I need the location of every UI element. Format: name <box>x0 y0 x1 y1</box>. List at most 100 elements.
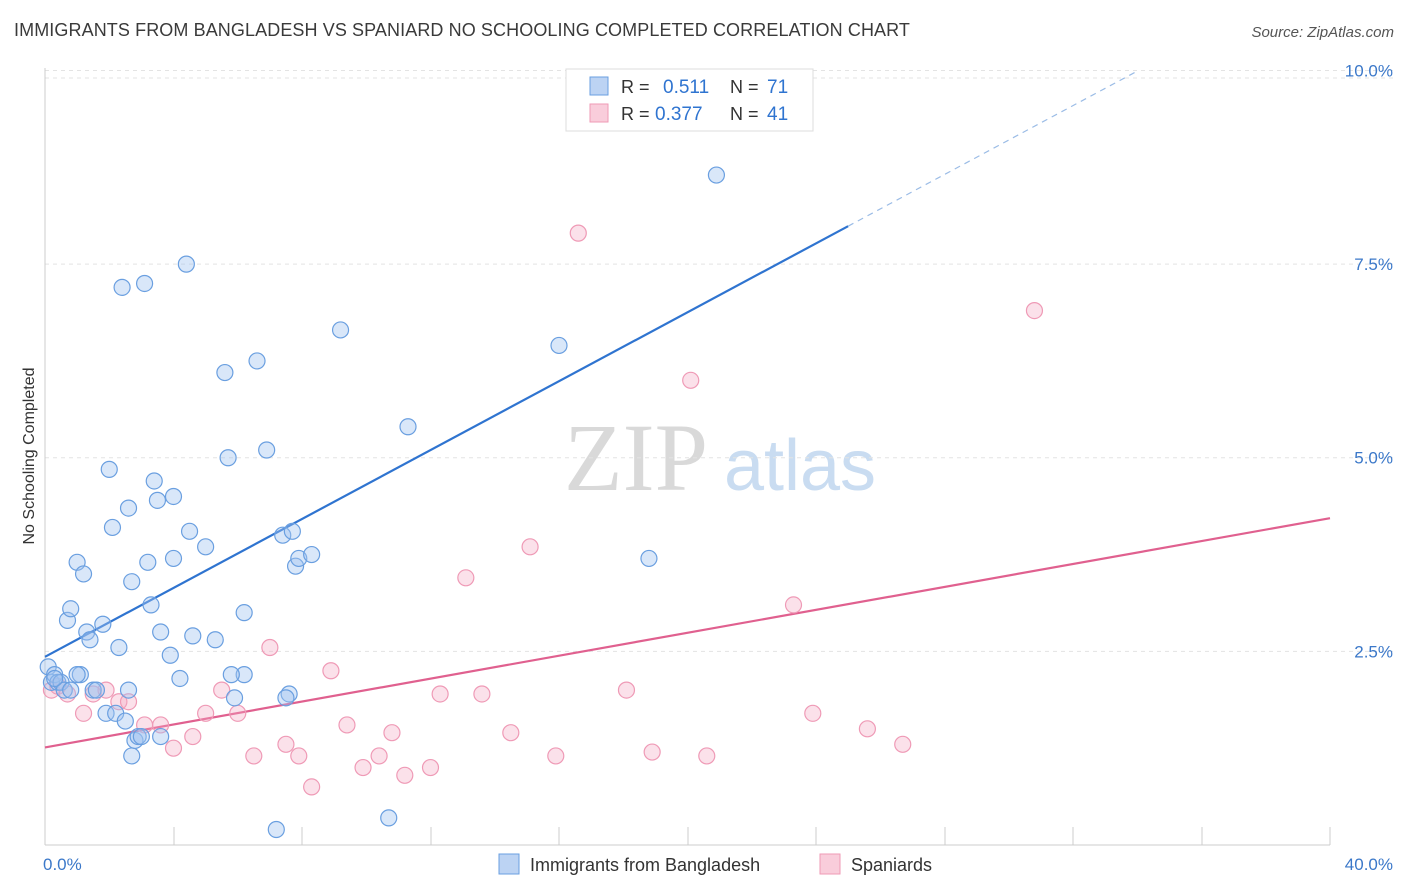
point-bangladesh <box>274 526 292 544</box>
point-bangladesh <box>97 704 115 722</box>
point-spaniards <box>431 685 449 703</box>
y-tick-label: 7.5% <box>1354 255 1393 274</box>
point-spaniards <box>277 735 295 753</box>
point-bangladesh <box>87 681 106 699</box>
axes: 2.5% 5.0% 7.5% 10.0% <box>44 61 1393 846</box>
trend-lines <box>44 70 1331 749</box>
bottom-legend-label-spaniards: Spaniards <box>851 855 932 875</box>
point-bangladesh <box>277 689 295 707</box>
stats-n-label: N = <box>730 77 759 97</box>
watermark-zip: ZIP <box>564 404 708 511</box>
stats-legend: R = 0.511 N = 71 R = 0.377 N = 41 <box>565 68 814 132</box>
x-tick-label-min: 0.0% <box>43 855 82 874</box>
source-label: Source: ZipAtlas.com <box>1251 24 1394 41</box>
point-spaniards <box>858 720 877 738</box>
point-bangladesh <box>119 681 138 699</box>
point-bangladesh <box>225 689 244 707</box>
point-bangladesh <box>55 681 73 699</box>
point-bangladesh <box>171 669 189 688</box>
point-bangladesh <box>119 499 138 517</box>
point-spaniards <box>383 724 401 742</box>
point-bangladesh <box>110 638 128 657</box>
point-spaniards <box>184 727 202 746</box>
legend-swatch-blue <box>589 76 609 96</box>
point-bangladesh <box>267 820 285 839</box>
point-bangladesh <box>74 565 93 583</box>
stats-n-value-bangladesh: 71 <box>767 77 788 98</box>
point-bangladesh <box>139 553 157 571</box>
bottom-legend-swatch-spaniards <box>819 853 841 875</box>
point-bangladesh <box>235 604 253 622</box>
point-spaniards <box>354 758 372 777</box>
point-bangladesh <box>113 278 131 296</box>
stats-r-value-spaniards: 0.377 <box>655 104 703 125</box>
point-spaniards <box>213 681 231 699</box>
bottom-legend-label-bangladesh: Immigrants from Bangladesh <box>530 855 760 875</box>
chart-title: IMMIGRANTS FROM BANGLADESH VS SPANIARD N… <box>14 20 911 40</box>
point-bangladesh <box>303 545 321 564</box>
point-spaniards <box>290 747 308 765</box>
point-spaniards <box>74 704 93 722</box>
point-bangladesh <box>116 712 134 730</box>
point-bangladesh <box>62 681 80 699</box>
point-bangladesh <box>161 646 179 664</box>
y-tick-label: 2.5% <box>1354 642 1393 661</box>
bottom-legend: Immigrants from Bangladesh Spaniards <box>498 853 932 875</box>
point-bangladesh <box>177 255 195 273</box>
point-spaniards <box>97 681 115 699</box>
point-bangladesh <box>184 627 202 645</box>
point-bangladesh <box>152 623 170 641</box>
point-spaniards <box>473 685 491 703</box>
point-bangladesh <box>123 573 141 591</box>
point-bangladesh <box>132 727 150 746</box>
point-spaniards <box>197 704 215 722</box>
point-bangladesh <box>62 600 80 618</box>
point-bangladesh <box>380 809 398 827</box>
point-spaniards <box>396 766 414 784</box>
point-spaniards <box>784 596 803 614</box>
point-bangladesh <box>103 518 122 537</box>
point-bangladesh <box>164 487 183 506</box>
watermark-atlas: atlas <box>724 426 876 506</box>
point-spaniards <box>682 371 700 389</box>
point-bangladesh <box>640 549 658 568</box>
point-bangladesh <box>283 522 301 540</box>
point-bangladesh <box>197 538 215 556</box>
point-spaniards <box>303 778 321 796</box>
point-spaniards <box>421 758 440 777</box>
point-spaniards <box>804 704 822 722</box>
trend-line-bangladesh <box>44 225 849 658</box>
point-spaniards <box>521 538 539 556</box>
point-spaniards <box>547 747 565 765</box>
point-bangladesh <box>46 669 64 688</box>
point-bangladesh <box>152 727 170 746</box>
point-spaniards <box>502 724 520 742</box>
stats-n-value-spaniards: 41 <box>767 104 788 125</box>
point-spaniards <box>338 716 356 734</box>
point-bangladesh <box>216 363 234 382</box>
point-spaniards <box>569 224 587 242</box>
stats-r-label: R = <box>621 77 650 97</box>
point-bangladesh <box>145 472 163 490</box>
y-tick-label: 5.0% <box>1354 449 1393 468</box>
point-spaniards <box>617 681 636 699</box>
point-bangladesh <box>142 596 160 614</box>
point-bangladesh <box>123 747 141 765</box>
point-bangladesh <box>248 352 266 370</box>
point-bangladesh <box>550 336 568 355</box>
point-bangladesh <box>707 166 726 184</box>
point-spaniards <box>261 638 279 657</box>
y-tick-label: 10.0% <box>1345 61 1393 80</box>
point-bangladesh <box>219 449 237 467</box>
point-spaniards <box>322 662 340 680</box>
stats-r-label-2: R = <box>621 104 650 124</box>
point-bangladesh <box>399 418 417 436</box>
point-bangladesh <box>258 441 276 459</box>
trend-line-spaniards <box>44 517 1331 749</box>
point-spaniards <box>229 704 247 722</box>
point-bangladesh <box>222 666 240 684</box>
point-bangladesh <box>290 549 308 568</box>
gridlines <box>45 69 1395 652</box>
legend-swatch-pink <box>589 103 609 123</box>
